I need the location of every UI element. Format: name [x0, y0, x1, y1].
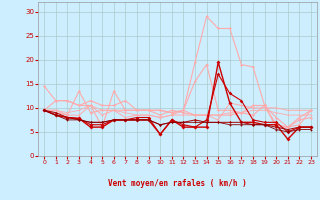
X-axis label: Vent moyen/en rafales ( km/h ): Vent moyen/en rafales ( km/h ): [108, 179, 247, 188]
